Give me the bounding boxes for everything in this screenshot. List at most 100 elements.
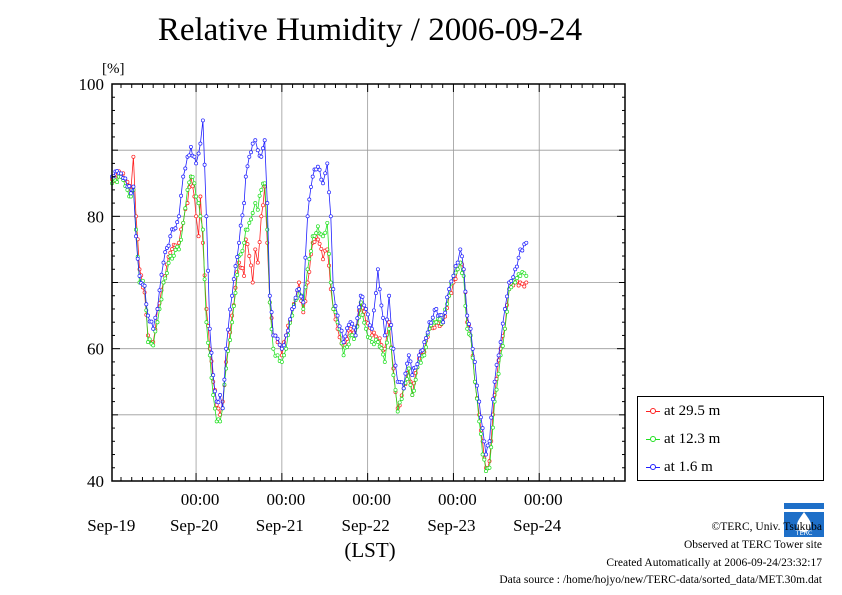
data-point (181, 220, 186, 225)
data-point (371, 330, 376, 335)
data-point (325, 220, 330, 225)
data-point (200, 118, 205, 123)
data-point (485, 443, 490, 448)
data-point (301, 310, 306, 315)
data-point (240, 248, 245, 253)
data-point (279, 346, 284, 351)
data-point (346, 322, 351, 327)
data-point (235, 273, 240, 277)
data-point (131, 154, 136, 159)
data-point (345, 345, 350, 349)
data-point (173, 247, 178, 252)
data-point (348, 326, 353, 331)
data-point (410, 393, 415, 397)
x-tick-date-label: Sep-23 (427, 516, 475, 535)
data-point (327, 190, 331, 195)
data-point (441, 320, 446, 325)
data-point (249, 263, 253, 268)
data-point (250, 280, 255, 285)
terc-logo-icon: TERC (784, 503, 824, 537)
data-point (127, 184, 132, 189)
data-point (198, 141, 203, 146)
data-point (275, 336, 280, 341)
y-tick-label: 60 (87, 340, 104, 359)
data-point (487, 465, 492, 470)
data-point (489, 445, 494, 450)
data-point (377, 336, 382, 341)
data-point (198, 214, 203, 219)
data-point (480, 426, 485, 431)
data-point (171, 253, 176, 258)
data-point (353, 333, 358, 338)
data-point (183, 206, 188, 211)
series-2 (110, 174, 529, 474)
data-point (482, 439, 487, 444)
chart-title: Relative Humidity / 2006-09-24 (157, 12, 583, 48)
data-point (163, 276, 168, 281)
x-tick-date-label: Sep-20 (170, 516, 218, 535)
data-point (341, 353, 346, 358)
data-point (405, 377, 410, 382)
footer-source: Data source : /home/hojyo/new/TERC-data/… (499, 574, 822, 586)
data-point (286, 328, 291, 333)
data-point (437, 317, 442, 322)
data-point (472, 379, 477, 384)
data-point (345, 326, 350, 331)
data-point (204, 214, 209, 219)
data-point (377, 287, 382, 292)
data-point (323, 230, 328, 235)
data-point (253, 247, 258, 252)
data-point (247, 154, 252, 159)
data-point (514, 264, 519, 269)
data-point (516, 255, 521, 260)
data-point (384, 317, 389, 322)
data-point (494, 362, 499, 367)
data-point (343, 334, 348, 339)
data-point (351, 337, 356, 341)
data-point (204, 320, 209, 325)
x-axis-label: (LST) (344, 538, 395, 562)
y-tick-label: 100 (79, 75, 105, 94)
legend-item-1-6m: at 1.6 m (646, 459, 713, 476)
legend-swatch (646, 407, 660, 416)
data-point (470, 346, 475, 351)
data-point (233, 290, 238, 295)
data-point (267, 293, 272, 298)
data-point (382, 333, 387, 338)
data-point (196, 151, 201, 156)
chart-series (110, 118, 529, 474)
data-point (261, 203, 265, 208)
data-point (362, 303, 367, 308)
legend-item-29-5m: at 29.5 m (646, 403, 720, 420)
data-point (183, 166, 188, 171)
data-point (412, 388, 416, 393)
legend-label: at 12.3 m (664, 431, 721, 447)
data-point (478, 432, 483, 436)
chart-grid (112, 84, 625, 481)
data-point (142, 283, 147, 288)
data-point (228, 307, 233, 312)
data-point (271, 346, 276, 351)
data-point (245, 227, 250, 232)
data-point (168, 250, 173, 255)
data-point (524, 273, 529, 278)
data-point (230, 320, 235, 325)
data-point (206, 268, 211, 273)
data-point (355, 316, 360, 321)
data-point (238, 223, 243, 228)
data-point (222, 377, 227, 382)
data-point (257, 193, 262, 198)
data-point (259, 154, 264, 159)
data-point (502, 307, 507, 311)
chart-legend: at 29.5 m at 12.3 m at 1.6 m (637, 396, 824, 481)
data-point (190, 174, 195, 179)
data-point (484, 452, 488, 457)
data-point (161, 280, 166, 285)
data-point (317, 167, 322, 172)
data-point (209, 350, 214, 355)
data-point (307, 197, 312, 202)
data-point (367, 323, 372, 328)
data-point (395, 409, 400, 414)
data-point (179, 193, 184, 198)
